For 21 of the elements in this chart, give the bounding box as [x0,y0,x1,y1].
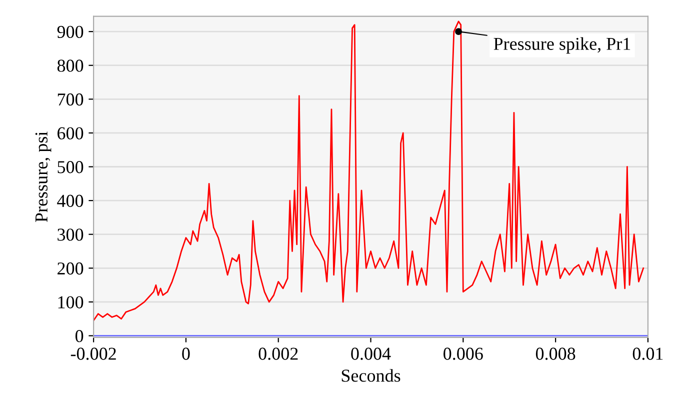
line-series [94,20,644,322]
y-tick-label: 0 [75,330,84,342]
y-tick-label: 600 [58,127,84,140]
y-tick-label: 100 [58,296,84,308]
x-tick-label: -0.002 [70,348,116,360]
y-tick-label: 900 [57,26,84,38]
x-tick-label: 0.002 [258,348,298,360]
y-tick-label: 700 [58,93,84,106]
y-axis-title: Pressure, psi [35,132,52,222]
x-tick-label: 0.01 [632,348,663,360]
x-tick-label: 0 [182,348,190,360]
y-tick-label: 500 [58,161,84,174]
annotation: Pressure spike, Pr1 [494,37,630,54]
x-tick-label: 0.006 [444,348,483,360]
x-tick-label: 0.008 [536,348,576,360]
x-axis-title: Seconds [342,369,400,382]
y-tick-label: 200 [58,262,84,275]
y-tick-label: 400 [57,194,84,207]
x-tick-label: 0.004 [351,348,391,360]
y-tick-label: 300 [58,228,84,241]
y-tick-label: 800 [57,60,84,72]
